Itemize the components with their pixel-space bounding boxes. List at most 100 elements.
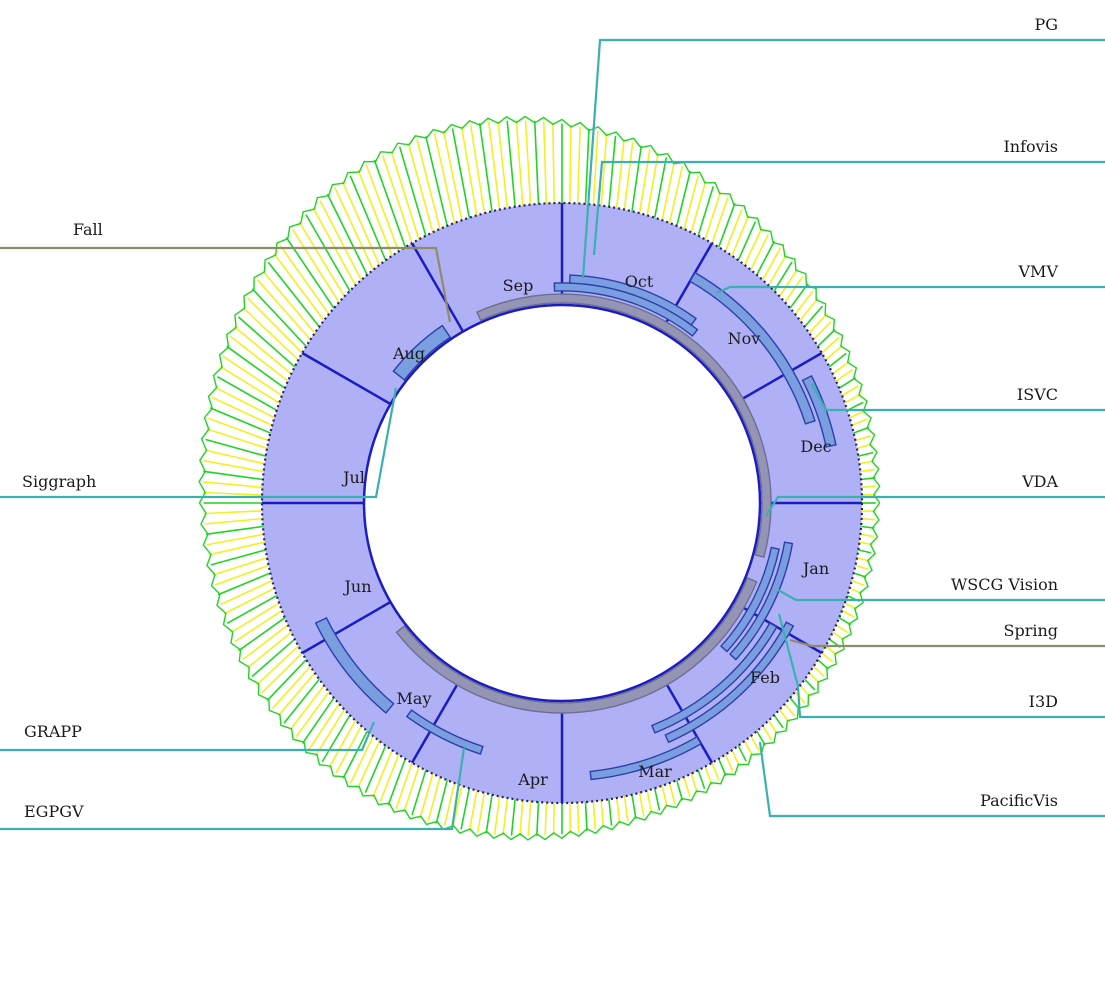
deadline-spike <box>212 556 268 576</box>
deadline-spike <box>207 533 264 546</box>
deadline-spike <box>576 802 580 833</box>
deadline-spike <box>676 170 692 226</box>
callout-labels: PG Infovis VMV ISVC VDA WSCG Vision Spring I3D P… <box>22 15 1058 821</box>
deadline-spike <box>211 396 273 427</box>
deadline-spike <box>794 290 814 315</box>
deadline-spike <box>851 579 865 587</box>
deadline-spike <box>608 135 617 207</box>
deadline-spike <box>804 678 816 691</box>
deadline-spike <box>206 428 268 450</box>
deadline-spike <box>646 153 659 216</box>
deadline-spike <box>592 130 599 205</box>
deadline-spike <box>234 609 283 643</box>
deadline-spike <box>683 175 699 230</box>
deadline-spike <box>256 279 311 341</box>
deadline-spike <box>808 313 828 334</box>
deadline-spike <box>600 800 605 828</box>
deadline-spike <box>592 801 597 830</box>
deadline-spike <box>349 735 374 784</box>
deadline-spike <box>756 240 776 276</box>
deadline-spike <box>203 491 263 496</box>
deadline-spike <box>208 417 269 442</box>
month-divider <box>410 242 465 333</box>
callout-lines <box>0 38 1105 831</box>
deadline-spike <box>717 202 736 248</box>
deadline-spike <box>661 161 676 221</box>
deadline-spike <box>468 790 478 832</box>
infovis-callout-line <box>592 160 1105 256</box>
deadline-spike <box>411 770 427 816</box>
deadline-spike <box>419 773 434 819</box>
deadline-spike <box>390 150 420 240</box>
deadline-spike <box>460 788 471 830</box>
wscg-callout-line <box>777 589 1105 602</box>
deadline-spike <box>485 794 493 834</box>
deadline-spike <box>342 730 368 779</box>
deadline-spike <box>858 549 872 554</box>
deadline-spike <box>661 785 668 808</box>
deadline-spike <box>731 214 750 257</box>
deadline-spike <box>861 485 876 489</box>
deadline-spike <box>229 335 289 382</box>
deadline-spike <box>220 579 273 606</box>
vmv-label: VMV <box>1018 262 1059 281</box>
deadline-spike <box>246 631 292 669</box>
egpgv-label: EGPGV <box>24 802 84 821</box>
deadline-spike <box>256 645 299 686</box>
deadline-spike <box>855 435 871 442</box>
month-label-feb: Feb <box>750 668 780 687</box>
deadline-spike <box>510 799 516 836</box>
month-divider <box>659 673 714 764</box>
deadline-spike <box>860 533 874 538</box>
deadline-spike <box>321 714 351 763</box>
deadline-spike <box>860 468 875 473</box>
deadline-spike <box>737 745 747 762</box>
deadline-spike <box>711 197 729 244</box>
deadline-spike <box>312 207 357 286</box>
deadline-spike <box>773 714 784 729</box>
bar-grapp <box>314 616 395 714</box>
siggraph-label: Siggraph <box>22 472 96 491</box>
deadline-spike <box>289 685 325 731</box>
deadline-spike <box>477 792 486 833</box>
pacificvis-label: PacificVis <box>980 791 1058 810</box>
deadline-spike <box>261 652 303 694</box>
deadline-spike <box>608 799 613 826</box>
month-label-jan: Jan <box>801 559 829 578</box>
deadline-envelope <box>198 115 881 841</box>
deadline-spike <box>631 145 643 212</box>
deadline-spike <box>690 180 707 233</box>
deadline-spike <box>841 385 859 397</box>
deadline-spike <box>544 802 548 836</box>
grapp-callout-line <box>0 721 376 752</box>
vmv-callout-line <box>716 285 1105 294</box>
bar-mar <box>589 735 702 781</box>
deadline-spike <box>552 122 555 204</box>
fall-label: Fall <box>73 220 103 239</box>
vda-callout-line <box>765 495 1105 517</box>
deadline-spike <box>295 691 330 738</box>
bar-oct-2 <box>568 274 697 326</box>
deadline-spike <box>524 120 532 205</box>
deadline-spike <box>204 517 263 525</box>
deadline-spike <box>778 268 799 297</box>
bar-fall-season <box>476 293 772 558</box>
deadline-spike <box>668 166 684 224</box>
deadline-spike <box>403 766 420 813</box>
month-divider <box>301 351 392 406</box>
bar-feb-2 <box>664 621 795 744</box>
deadline-spike <box>246 297 303 354</box>
bar-spring-season <box>395 576 758 714</box>
month-label-jun: Jun <box>342 577 371 596</box>
bar-aug <box>392 324 452 381</box>
month-label-oct: Oct <box>625 272 654 291</box>
month-divider <box>410 673 465 764</box>
deadline-spike <box>569 124 572 204</box>
deadline-spike <box>552 802 555 835</box>
deadline-spike <box>767 720 778 735</box>
deadline-spike <box>365 164 400 252</box>
deadline-spike <box>576 126 581 204</box>
deadline-spike <box>653 157 668 218</box>
deadline-spike <box>849 409 866 419</box>
bar-isvc <box>801 374 837 448</box>
